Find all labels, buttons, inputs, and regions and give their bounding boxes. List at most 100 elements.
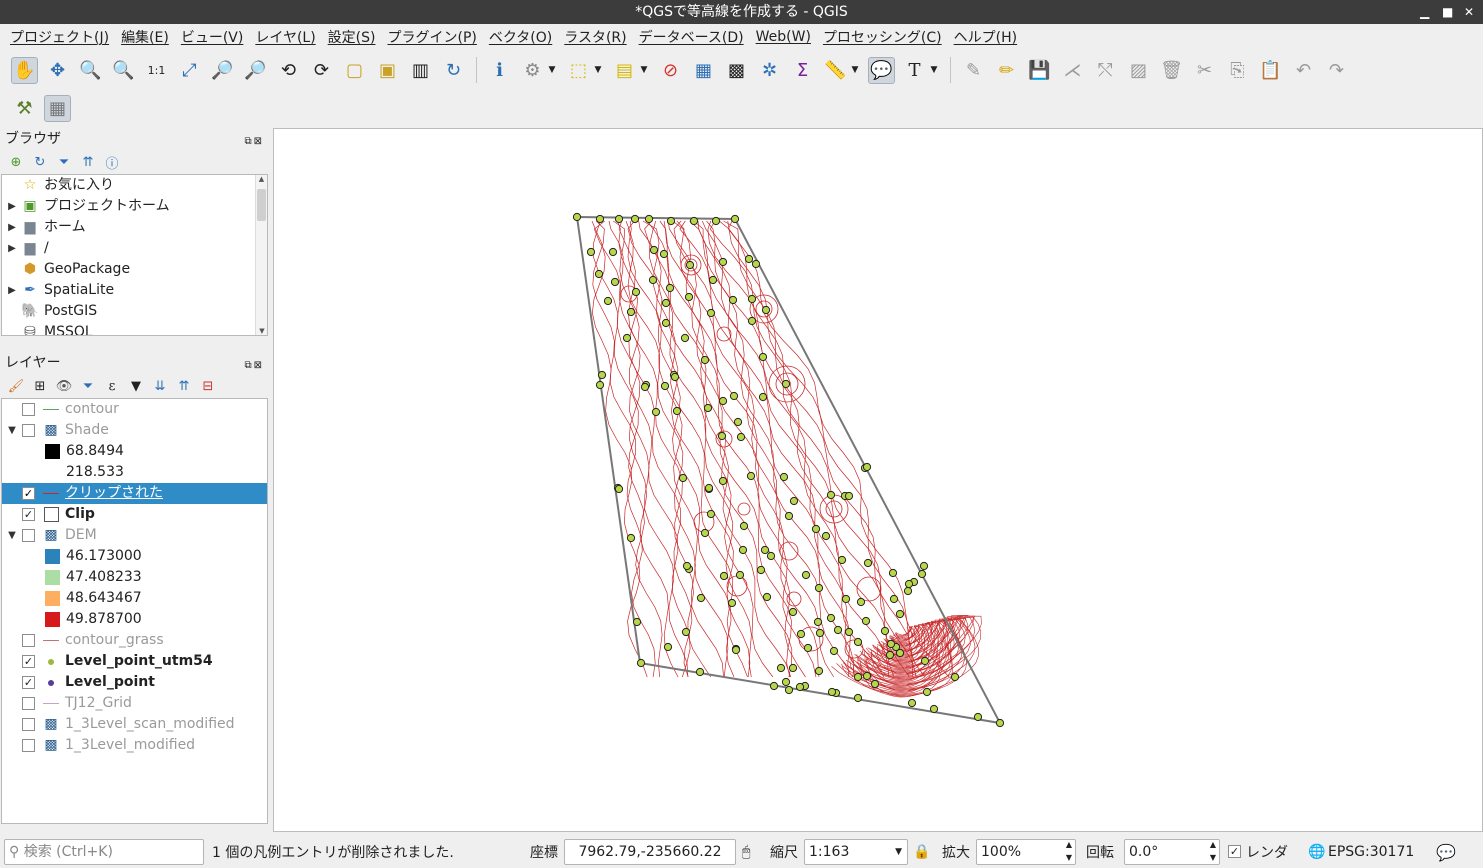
level-point-marker[interactable] <box>781 677 791 687</box>
level-point-marker[interactable] <box>801 570 811 580</box>
level-point-marker[interactable] <box>660 381 670 391</box>
level-point-marker[interactable] <box>758 392 768 402</box>
info-icon[interactable]: ⓘ <box>105 156 119 172</box>
level-point-marker[interactable] <box>739 521 749 531</box>
level-point-marker[interactable] <box>594 269 604 279</box>
level-point-marker[interactable] <box>572 212 582 222</box>
level-point-marker[interactable] <box>920 656 930 666</box>
level-point-marker[interactable] <box>885 650 895 660</box>
level-point-marker[interactable] <box>636 658 646 668</box>
level-point-marker[interactable] <box>661 298 671 308</box>
lock-icon[interactable]: 🔒 <box>913 844 931 860</box>
level-point-marker[interactable] <box>895 648 905 658</box>
browser-scrollbar[interactable]: ▲ ▼ <box>255 175 267 335</box>
level-point-marker[interactable] <box>821 531 831 541</box>
level-point-marker[interactable] <box>829 646 839 656</box>
chevron-down-icon[interactable]: ▼ <box>594 65 602 75</box>
level-point-marker[interactable] <box>973 712 983 722</box>
level-point-marker[interactable] <box>862 462 872 472</box>
level-point-marker[interactable] <box>761 305 771 315</box>
level-point-marker[interactable] <box>666 216 676 226</box>
magnifier-spinbox[interactable]: 100% ▲ ▼ <box>976 839 1076 865</box>
menu-processing[interactable]: プロセッシング(C) <box>822 30 942 46</box>
level-point-marker[interactable] <box>826 490 836 500</box>
level-point-marker[interactable] <box>670 372 680 382</box>
field-calculator-icon[interactable]: ▩ <box>727 59 745 81</box>
level-point-marker[interactable] <box>903 586 913 596</box>
locator-search-input[interactable]: ⚲ 検索 (Ctrl+K) <box>4 839 204 865</box>
level-point-marker[interactable] <box>758 352 768 362</box>
level-point-marker[interactable] <box>706 509 716 519</box>
zoom-in-icon[interactable]: 🔍 <box>79 59 102 81</box>
level-point-marker[interactable] <box>870 679 880 689</box>
scale-combobox[interactable]: 1:163 ▼ <box>804 839 908 865</box>
level-point-marker[interactable] <box>833 625 843 635</box>
level-point-marker[interactable] <box>814 666 824 676</box>
layer-row-dem[interactable]: ▼ ▩ DEM <box>2 525 267 546</box>
filter-legend-icon[interactable]: ⏷ <box>82 378 94 394</box>
level-point-marker[interactable] <box>789 496 799 506</box>
level-point-marker[interactable] <box>889 594 899 604</box>
level-point-marker[interactable] <box>711 216 721 226</box>
level-point-marker[interactable] <box>597 370 607 380</box>
layer-checkbox[interactable]: ✓ <box>22 655 35 668</box>
measure-icon[interactable]: 📏 <box>824 59 847 81</box>
add-group-icon[interactable]: ⊞ <box>34 378 46 394</box>
pan-to-selection-icon[interactable]: ✥ <box>49 59 66 81</box>
pan-hand-icon[interactable]: ✋ <box>11 56 38 84</box>
grid-tool-icon[interactable]: ▦ <box>44 94 71 122</box>
level-point-marker[interactable] <box>718 476 728 486</box>
collapse-all-icon[interactable]: ⇈ <box>178 378 190 394</box>
level-point-marker[interactable] <box>640 382 650 392</box>
level-point-marker[interactable] <box>856 597 866 607</box>
level-point-marker[interactable] <box>649 245 659 255</box>
layer-row-scan-modified[interactable]: ▩ 1_3Level_scan_modified <box>2 714 267 735</box>
level-point-marker[interactable] <box>853 672 863 682</box>
map-tips-icon[interactable]: 💬 <box>868 56 895 84</box>
level-point-marker[interactable] <box>682 561 692 571</box>
zoom-layer-icon[interactable]: 🔎 <box>244 59 267 81</box>
layer-checkbox[interactable] <box>22 739 35 752</box>
level-point-marker[interactable] <box>586 247 596 257</box>
level-point-marker[interactable] <box>747 294 757 304</box>
level-point-marker[interactable] <box>841 594 851 604</box>
level-point-marker[interactable] <box>769 681 779 691</box>
cut-features-icon[interactable]: ✂ <box>1196 59 1213 81</box>
level-point-marker[interactable] <box>632 617 642 627</box>
level-point-marker[interactable] <box>862 671 872 681</box>
coordinate-toggle-icon[interactable]: 🖱 <box>742 844 751 860</box>
close-panel-icon[interactable]: ⊠ <box>253 136 264 147</box>
level-point-marker[interactable] <box>651 407 661 417</box>
remove-layer-icon[interactable]: ⊟ <box>202 378 214 394</box>
level-point-marker[interactable] <box>907 698 917 708</box>
level-point-marker[interactable] <box>784 511 794 521</box>
layer-row-contour[interactable]: contour <box>2 399 267 420</box>
level-point-marker[interactable] <box>700 528 710 538</box>
level-point-marker[interactable] <box>886 639 896 649</box>
level-point-marker[interactable] <box>708 275 718 285</box>
level-point-marker[interactable] <box>744 254 754 264</box>
level-point-marker[interactable] <box>727 598 737 608</box>
visibility-eye-icon[interactable]: 👁 <box>55 378 73 394</box>
level-point-marker[interactable] <box>718 396 728 406</box>
map-canvas[interactable] <box>273 128 1483 832</box>
level-point-marker[interactable] <box>681 627 691 637</box>
level-point-marker[interactable] <box>760 545 770 555</box>
level-point-marker[interactable] <box>644 214 654 224</box>
menu-view[interactable]: ビュー(V) <box>180 30 244 46</box>
paste-features-icon[interactable]: 📋 <box>1259 59 1282 81</box>
layer-row-clipped[interactable]: ✓ クリップされた <box>2 483 267 504</box>
menu-project[interactable]: プロジェクト(J) <box>10 30 110 46</box>
level-point-marker[interactable] <box>595 380 605 390</box>
current-edits-icon[interactable]: ✎ <box>965 59 982 81</box>
level-point-marker[interactable] <box>788 663 798 673</box>
menu-edit[interactable]: 編集(E) <box>121 30 169 46</box>
level-point-marker[interactable] <box>861 616 871 626</box>
layer-row-shade[interactable]: ▼ ▩ Shade <box>2 420 267 441</box>
processing-toolbox-icon[interactable]: ✲ <box>761 59 778 81</box>
chevron-down-icon[interactable]: ▼ <box>640 65 648 75</box>
temporal-controller-icon[interactable]: ▥ <box>411 59 429 81</box>
menu-database[interactable]: データベース(D) <box>638 30 744 46</box>
collapse-arrow-icon[interactable]: ▼ <box>8 530 16 541</box>
layer-checkbox[interactable] <box>22 403 35 416</box>
